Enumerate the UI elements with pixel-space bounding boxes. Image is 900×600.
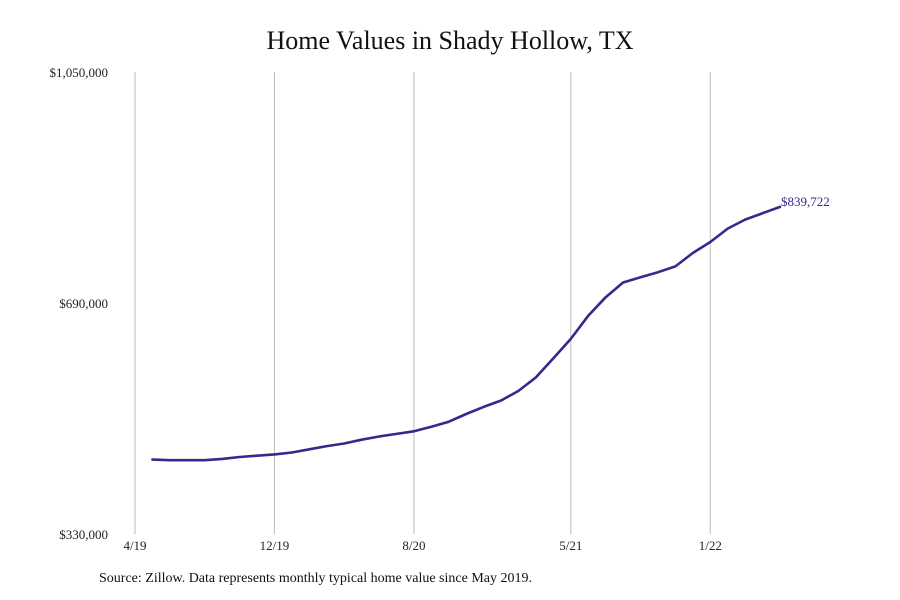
y-tick-label: $690,000: [59, 296, 108, 311]
source-note: Source: Zillow. Data represents monthly …: [99, 571, 532, 586]
x-axis-ticks: 4/19 12/19 8/20 5/21 1/22: [123, 538, 721, 553]
chart-title: Home Values in Shady Hollow, TX: [266, 26, 634, 55]
x-tick-label: 12/19: [260, 538, 290, 553]
end-value-label: $839,722: [781, 194, 830, 209]
y-tick-label: $330,000: [59, 527, 108, 542]
series-line-0: [151, 205, 782, 462]
x-tick-label: 4/19: [123, 538, 146, 553]
x-tick-label: 1/22: [699, 538, 722, 553]
y-tick-label: $1,050,000: [50, 65, 109, 80]
series-layer: $839,722: [151, 194, 830, 462]
y-axis-ticks: $330,000 $690,000 $1,050,000: [50, 65, 109, 542]
gridlines: [134, 72, 711, 534]
x-tick-label: 8/20: [402, 538, 425, 553]
x-tick-label: 5/21: [559, 538, 582, 553]
